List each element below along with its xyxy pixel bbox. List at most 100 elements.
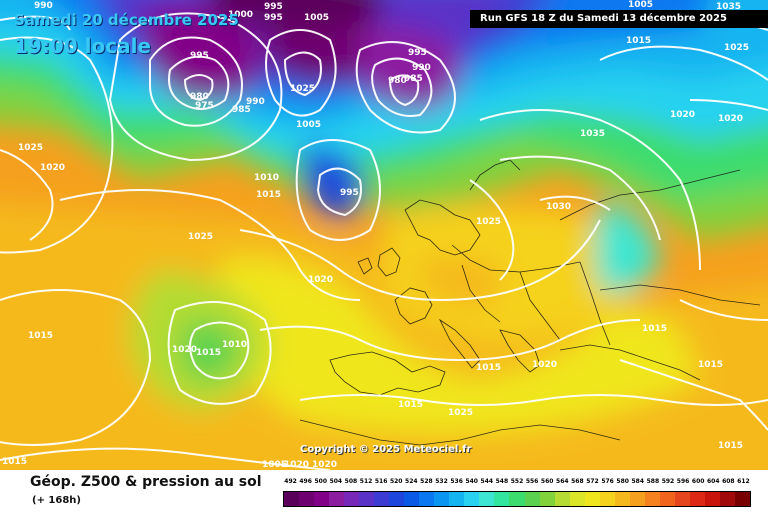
legend-swatch <box>299 492 315 506</box>
legend-swatch <box>359 492 375 506</box>
legend-value: 556 <box>525 478 539 485</box>
legend-swatch <box>464 492 480 506</box>
isobar-label: 1020 <box>312 460 337 470</box>
legend-swatch <box>419 492 435 506</box>
isobar-label: 1005 <box>304 13 329 23</box>
legend-value: 552 <box>510 478 524 485</box>
legend-swatch <box>689 492 705 506</box>
legend-value: 568 <box>571 478 584 485</box>
legend-swatch <box>629 492 645 506</box>
isobar-label: 1015 <box>698 360 723 370</box>
legend-value: 572 <box>586 478 599 485</box>
legend-value: 508 <box>344 478 358 485</box>
isobar-label: 1020 <box>284 460 309 470</box>
legend-value: 532 <box>435 478 448 485</box>
isobar-label: 1015 <box>718 441 743 451</box>
isobar-label: 1015 <box>398 400 423 410</box>
legend-swatch <box>374 492 390 506</box>
isobar-label: 1005 <box>296 120 321 130</box>
legend-value: 516 <box>374 478 388 485</box>
isobar-label: 1010 <box>222 340 247 350</box>
product-title: Géop. Z500 & pression au sol <box>30 474 262 490</box>
isobar-label: 1025 <box>290 84 315 94</box>
legend-value: 604 <box>706 478 720 485</box>
isobar-label: 1020 <box>670 110 695 120</box>
isobar-label: 980 <box>190 92 209 102</box>
legend-swatch <box>404 492 420 506</box>
legend-value: 588 <box>646 478 660 485</box>
isobar-label: 1025 <box>18 143 43 153</box>
legend-value: 596 <box>676 478 690 485</box>
legend-swatch <box>734 492 750 506</box>
isobar-label: 1020 <box>532 360 557 370</box>
legend-value: 600 <box>691 478 705 485</box>
legend-swatch <box>674 492 690 506</box>
legend-swatch <box>314 492 330 506</box>
legend-value: 548 <box>495 478 509 485</box>
color-legend: 492 496 500 504 508 512 516 520 524 528 532 536 540 5… <box>283 478 751 507</box>
isobar-label: 980 <box>388 76 407 86</box>
isobar-label: 1020 <box>308 275 333 285</box>
legend-value: 564 <box>556 478 569 485</box>
legend-value: 540 <box>465 478 478 485</box>
legend-swatch <box>719 492 735 506</box>
legend-value: 504 <box>329 478 343 485</box>
isobar-label: 975 <box>195 101 214 111</box>
forecast-date: Samedi 20 décembre 2025 <box>14 11 239 29</box>
legend-swatch <box>329 492 345 506</box>
isobar-label: 1025 <box>188 232 213 242</box>
legend-swatch <box>599 492 615 506</box>
legend-labels: 492 496 500 504 508 512 516 520 524 528 532 536 540 5… <box>283 478 751 489</box>
isobar-label: 1005 <box>628 0 653 10</box>
legend-swatch <box>449 492 465 506</box>
isobar-label: 1000 <box>228 10 253 20</box>
legend-value: 544 <box>480 478 494 485</box>
isobar-label: 995 <box>340 188 359 198</box>
lead-time: (+ 168h) <box>32 495 81 506</box>
isobar-label: 1025 <box>448 408 473 418</box>
legend-value: 608 <box>722 478 735 485</box>
legend-swatch <box>554 492 570 506</box>
legend-swatch <box>644 492 660 506</box>
legend-value: 576 <box>601 478 614 485</box>
isobar-label: 1015 <box>256 190 281 200</box>
isobar-label: 1030 <box>546 202 571 212</box>
legend-value: 496 <box>299 478 312 485</box>
legend-swatch <box>389 492 405 506</box>
legend-value: 492 <box>284 478 297 485</box>
legend-swatch <box>569 492 585 506</box>
legend-swatch <box>524 492 540 506</box>
isobar-label: 1025 <box>724 43 749 53</box>
isobar-label: 1035 <box>716 2 741 12</box>
isobar-label: 990 <box>34 1 53 11</box>
legend-value: 536 <box>450 478 463 485</box>
legend-swatch <box>479 492 495 506</box>
isobar-label: 1035 <box>580 129 605 139</box>
isobar-label: 985 <box>232 105 251 115</box>
legend-swatch <box>284 492 300 506</box>
legend-value: 612 <box>737 478 750 485</box>
legend-value: 520 <box>389 478 403 485</box>
isobar-label: 1010 <box>254 173 279 183</box>
isobar-label: 985 <box>404 74 423 84</box>
isobar-label: 995 <box>264 2 283 12</box>
isobar-label: 1020 <box>40 163 65 173</box>
isobar-label: 995 <box>408 48 427 58</box>
legend-value: 524 <box>405 478 418 485</box>
isobar-label: 990 <box>412 63 431 73</box>
legend-swatches <box>283 491 751 507</box>
isobar-label: 1020 <box>172 345 197 355</box>
legend-swatch <box>509 492 525 506</box>
run-banner: Run GFS 18 Z du Samedi 13 décembre 2025 <box>470 10 768 28</box>
legend-swatch <box>659 492 675 506</box>
isobar-label: 995 <box>264 13 283 23</box>
isobar-label: 995 <box>190 51 209 61</box>
copyright-text: Copyright © 2025 Meteociel.fr <box>300 444 472 455</box>
geopotential-field <box>0 0 768 470</box>
legend-swatch <box>614 492 630 506</box>
legend-value: 580 <box>616 478 629 485</box>
legend-swatch <box>539 492 555 506</box>
isobar-label: 1015 <box>626 36 651 46</box>
